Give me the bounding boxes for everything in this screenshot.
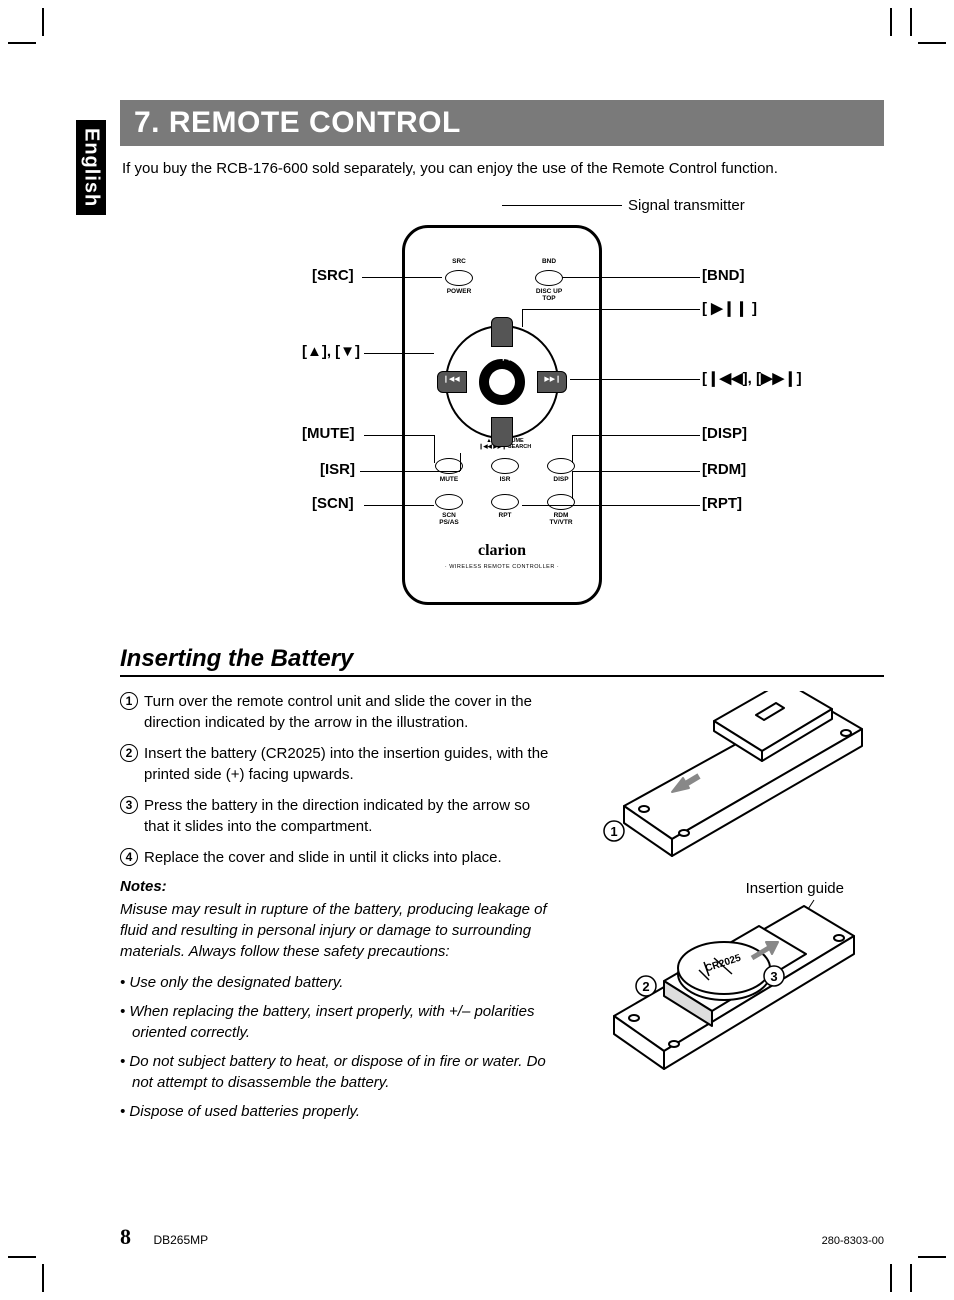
- figure-column: 1 Insertion guide: [584, 691, 884, 1130]
- step-num: 4: [120, 848, 138, 866]
- bullet-item: • Do not subject battery to heat, or dis…: [120, 1051, 554, 1093]
- crop-mark: [8, 1256, 36, 1258]
- bullet-item: • When replacing the battery, insert pro…: [120, 1001, 554, 1043]
- figure-1-svg: 1: [584, 691, 874, 871]
- label-isr: [ISR]: [320, 461, 355, 478]
- step-num: 1: [120, 692, 138, 710]
- notes-para: Misuse may result in rupture of the batt…: [120, 899, 554, 962]
- bullet-item: • Use only the designated battery.: [120, 972, 554, 993]
- language-tab: English: [76, 120, 106, 215]
- step-text: Replace the cover and slide in until it …: [144, 847, 502, 868]
- label-src: [SRC]: [312, 267, 354, 284]
- brand-logo: clarion: [405, 542, 599, 560]
- figure-2-svg: CR2025 2 3: [584, 886, 874, 1096]
- step-text: Turn over the remote control unit and sl…: [144, 691, 554, 733]
- intro-text: If you buy the RCB-176-600 sold separate…: [122, 160, 884, 177]
- step-text: Insert the battery (CR2025) into the ins…: [144, 743, 554, 785]
- transmitter-label: Signal transmitter: [628, 197, 745, 214]
- crop-mark: [910, 1264, 912, 1292]
- step-num: 3: [120, 796, 138, 814]
- label-seek: [❙◀◀], [▶▶❙]: [702, 369, 802, 387]
- label-updown: [▲], [▼]: [302, 343, 360, 360]
- notes-heading: Notes:: [120, 878, 554, 895]
- crop-mark: [890, 1264, 892, 1292]
- step-num: 2: [120, 744, 138, 762]
- model-number: DB265MP: [153, 1233, 208, 1247]
- label-rpt: [RPT]: [702, 495, 742, 512]
- steps-column: 1 Turn over the remote control unit and s…: [120, 691, 554, 1130]
- page-number: 8: [120, 1224, 131, 1249]
- dpad: ▶❙❙ ❙◀◀ ▶▶❙: [437, 317, 567, 447]
- subsection-heading: Inserting the Battery: [120, 645, 884, 677]
- brand-subtitle: · WIRELESS REMOTE CONTROLLER ·: [405, 564, 599, 570]
- insertion-guide-label: Insertion guide: [746, 880, 844, 897]
- label-mute: [MUTE]: [302, 425, 355, 442]
- svg-text:1: 1: [610, 824, 617, 839]
- step-text: Press the battery in the direction indic…: [144, 795, 554, 837]
- label-disp: [DISP]: [702, 425, 747, 442]
- crop-mark: [42, 1264, 44, 1292]
- crop-mark: [918, 1256, 946, 1258]
- doc-number: 280-8303-00: [822, 1235, 884, 1247]
- label-rdm: [RDM]: [702, 461, 746, 478]
- svg-text:2: 2: [642, 979, 649, 994]
- label-bnd: [BND]: [702, 267, 745, 284]
- bullet-item: • Dispose of used batteries properly.: [120, 1101, 554, 1122]
- section-title: 7. REMOTE CONTROL: [120, 100, 884, 146]
- svg-text:3: 3: [770, 969, 777, 984]
- label-playpause: [ ▶❙❙ ]: [702, 299, 757, 317]
- label-scn: [SCN]: [312, 495, 354, 512]
- remote-diagram: Signal transmitter SRC BND POWER DISC UP…: [122, 195, 882, 615]
